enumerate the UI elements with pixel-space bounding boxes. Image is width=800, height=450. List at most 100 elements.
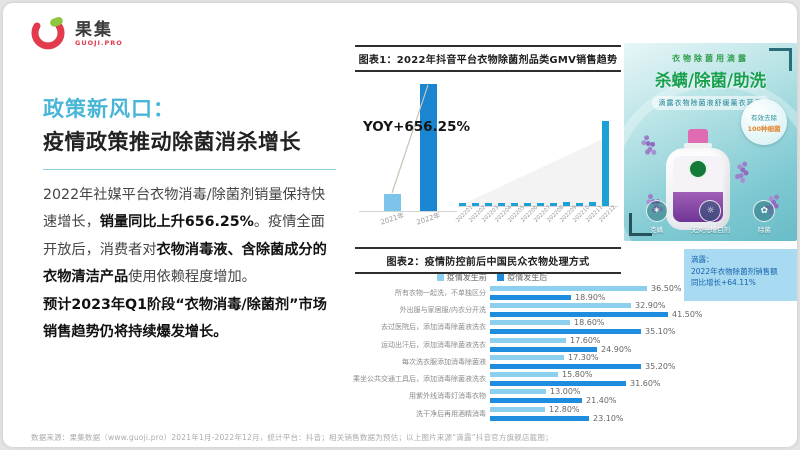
value-label: 18.60%: [574, 318, 605, 328]
value-label: 21.40%: [586, 396, 617, 406]
bar-pair: 15.80% 31.60%: [490, 370, 661, 388]
chart2-row: 外出服与家居服/内衣分开洗 32.90% 41.50%: [355, 301, 797, 319]
card-headline: 杀螨/除菌/助洗: [654, 71, 767, 90]
category-label: 运动出汗后，添加消毒除菌液洗衣: [381, 340, 486, 349]
month-bar-202204: 202204: [494, 203, 513, 224]
bar: [576, 203, 583, 206]
slide-canvas: 果集 GUOJI.PRO 政策新风口： 疫情政策推动除菌消杀增长 2022年社媒…: [3, 3, 797, 447]
month-bar-202210: 202210: [572, 203, 591, 224]
bar-before-covid: [490, 372, 558, 378]
chart2-title: 图表2：疫情防控前后中国民众衣物处理方式: [355, 247, 621, 274]
bottle-cap: [688, 129, 708, 143]
bar-after-covid: [490, 398, 582, 404]
bar: [602, 121, 609, 206]
feature-label: 克螨: [650, 226, 664, 234]
value-label: 41.50%: [672, 309, 703, 319]
bar-after-covid: [490, 381, 626, 387]
guoji-logo-icon: [31, 16, 65, 50]
chart2-row: 所有衣物一起洗，不单独区分 36.50% 18.90%: [355, 283, 797, 302]
bar-after-covid: [490, 329, 641, 335]
panel-title-accent: 政策新风口：: [43, 97, 175, 121]
text-segment-bold: 销量同比上升656.25%: [99, 214, 254, 231]
yoy-label: YOY+656.25%: [363, 119, 470, 135]
chart2-row: 乘坐公共交通工具后，添加消毒除菌液洗衣 15.80% 31.60%: [353, 370, 797, 388]
month-bar-202208: 202208: [546, 203, 565, 224]
panel-title-main: 疫情政策推动除菌消杀增长: [43, 130, 301, 154]
feature-mite: ✶ 克螨: [645, 200, 668, 234]
efficacy-badge: 有效去除 100种细菌: [741, 99, 787, 145]
yearly-bar-2022年: 2022年: [415, 84, 441, 227]
text-segment: 2022年社媒平台衣物消毒/除菌剂销量保持快速增长，: [43, 187, 326, 231]
value-label: 24.90%: [601, 344, 632, 354]
card-top-label: 衣物除菌用滴露: [672, 54, 749, 63]
corner-bracket-icon: [769, 48, 792, 71]
badge-line2: 100种细菌: [747, 124, 781, 133]
insight-paragraph-1: 2022年社媒平台衣物消毒/除菌剂销量保持快速增长，销量同比上升656.25%。…: [43, 182, 336, 292]
feature-label: 除菌: [757, 226, 771, 234]
month-bar-202205: 202205: [507, 203, 526, 224]
footer-source: 数据来源：果集数据（www.guoji.pro）2021年1月-2022年12月…: [31, 433, 553, 442]
category-label: 外出服与家居服/内衣分开洗: [399, 305, 486, 314]
value-label: 13.00%: [550, 387, 581, 397]
chart2-row: 用紫外线消毒灯消毒衣物 13.00% 21.40%: [355, 387, 797, 406]
value-label: 18.90%: [575, 292, 606, 302]
text-segment: 使用依赖程度增加。: [128, 269, 256, 286]
chart2-row: 运动出汗后，添加消毒除菌液洗衣 17.60% 24.90%: [355, 336, 797, 354]
category-label: 用紫外线消毒灯消毒衣物: [409, 392, 486, 401]
bar: [383, 194, 401, 211]
dettol-caption: 滴露： 2022年衣物除菌剂销售额 同比增长+64.11%: [684, 249, 797, 301]
category-label: 每次洗衣服添加消毒除菌液: [402, 357, 486, 366]
bar-pair: 18.60% 35.10%: [490, 318, 676, 337]
chart1-monthly-axis: [458, 206, 618, 207]
text-segment: 。疫情全面开放后，消费者对: [43, 214, 325, 258]
legend-label-after: 疫情发生后: [507, 273, 548, 282]
insight-paragraph-2: 预计2023年Q1阶段“衣物消毒/除菌剂”市场销售趋势仍将持续爆发增长。: [43, 296, 327, 341]
bar-after-covid: [490, 415, 589, 421]
washing-drum-decoration: [624, 77, 797, 241]
category-label: 乘坐公共交通工具后，添加消毒除菌液洗衣: [353, 375, 486, 384]
bar-after-covid: [490, 311, 668, 317]
bar: [498, 203, 505, 206]
divider: [43, 169, 336, 170]
bar: [459, 203, 466, 206]
bar-after-covid: [490, 346, 597, 352]
bar-pair: 32.90% 41.50%: [490, 301, 703, 319]
chart1-monthly-bars: 202201 202202 202203 202204 202205 202206 2022…: [455, 119, 619, 224]
value-label: 17.30%: [568, 352, 599, 362]
chart1-yearly-bars: 2021年 2022年: [367, 83, 453, 227]
no-fluorescent-icon: ☼: [699, 200, 722, 222]
feature-no-fluorescent: ☼ 无荧光增白剂: [691, 200, 730, 234]
bottle-neck: [684, 143, 712, 148]
category-label: 所有衣物一起洗，不单独区分: [395, 288, 486, 297]
logo-text-block: 果集 GUOJI.PRO: [75, 20, 123, 47]
month-bar-202207: 202207: [533, 203, 552, 224]
bar-before-covid: [490, 406, 545, 412]
bar-before-covid: [490, 320, 570, 326]
month-bar-202211: 202211: [585, 202, 604, 224]
chart2-row: 洗干净后再用酒精消毒 12.80% 23.10%: [355, 404, 797, 423]
category-label: 洗干净后再用酒精消毒: [416, 409, 486, 418]
category-label: 去过医院后，添加消毒除菌液洗衣: [381, 323, 486, 332]
value-label: 12.80%: [549, 404, 580, 414]
chart1-yearly-axis: [359, 211, 457, 212]
bar-after-covid: [490, 363, 641, 369]
value-label: 15.80%: [562, 370, 593, 380]
month-bar-202212: 202212: [598, 121, 617, 224]
chart2-rows: 所有衣物一起洗，不单独区分 36.50% 18.90% 外出服与家居服/内衣分开洗 32…: [353, 283, 797, 423]
insight-body: 2022年社媒平台衣物消毒/除菌剂销量保持快速增长，销量同比上升656.25%。…: [43, 182, 336, 346]
mite-icon: ✶: [645, 200, 668, 222]
bar: [485, 203, 492, 206]
chart1-title: 图表1：2022年抖音平台衣物除菌剂品类GMV销售趋势: [355, 45, 621, 72]
chart2-legend: 疫情发生前 疫情发生后: [355, 272, 621, 283]
bar: [511, 203, 518, 206]
value-label: 36.50%: [651, 283, 682, 293]
value-label: 35.10%: [645, 327, 676, 337]
value-label: 23.10%: [593, 413, 624, 423]
bar-before-covid: [490, 389, 546, 395]
legend-swatch-after-icon: [497, 274, 505, 281]
bar: [419, 84, 437, 211]
yearly-bar-2021年: 2021年: [379, 194, 405, 227]
legend-swatch-before-icon: [436, 274, 444, 281]
chart1-plot: YOY+656.25% 2021年 2022年 202201 202202 20220…: [355, 73, 621, 239]
bar-pair: 13.00% 21.40%: [490, 387, 617, 406]
